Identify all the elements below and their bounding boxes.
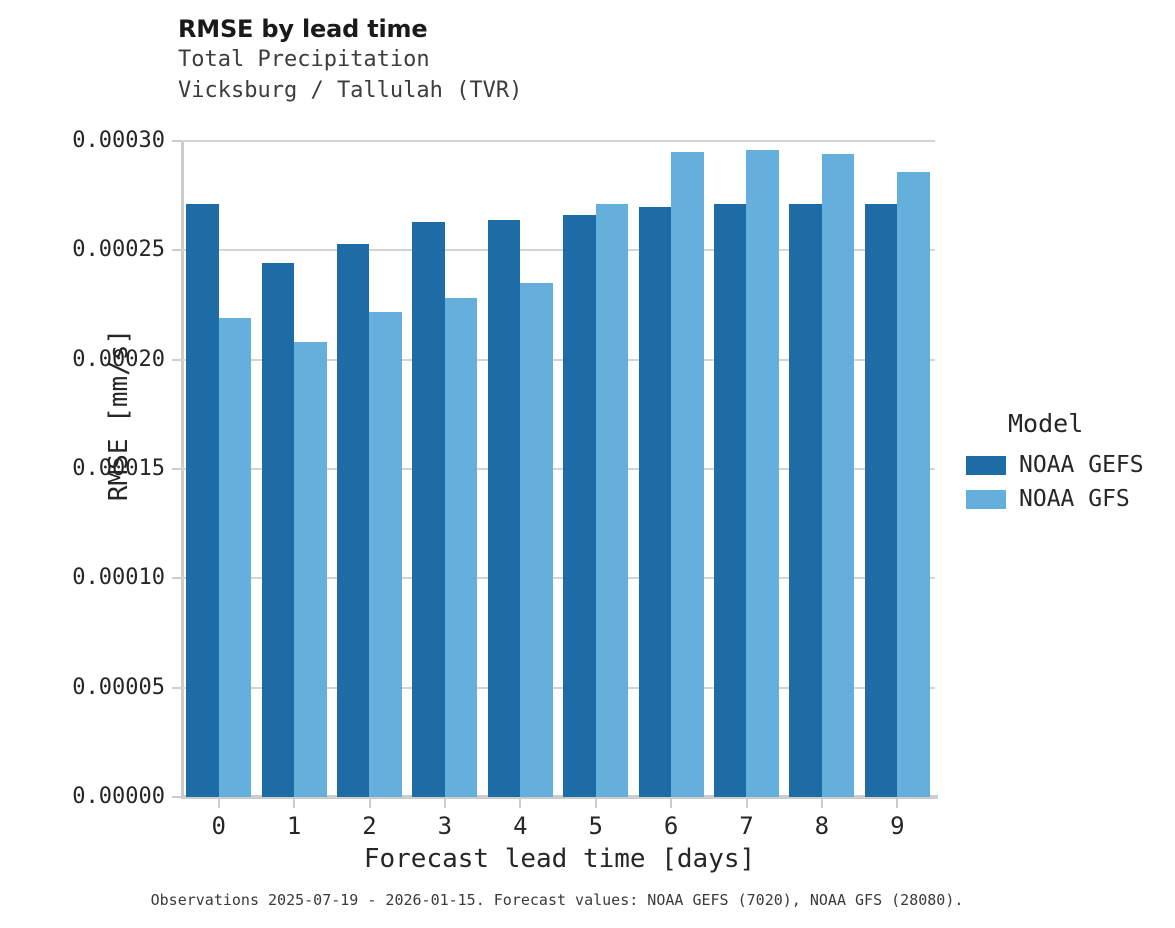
gridline	[181, 468, 935, 470]
y-tick-label: 0.00015	[72, 456, 165, 481]
x-tick-mark	[443, 799, 446, 808]
bar[interactable]	[412, 221, 445, 797]
bar[interactable]	[444, 298, 478, 797]
bar-group	[332, 141, 407, 797]
bar-group	[256, 141, 331, 797]
bar[interactable]	[487, 219, 521, 797]
gridline	[181, 140, 935, 142]
title-block: RMSE by lead time Total Precipitation Vi…	[178, 14, 938, 106]
bar[interactable]	[897, 171, 930, 797]
legend-title: Model	[1008, 409, 1084, 438]
bar-group	[633, 141, 708, 797]
y-tick-mark	[172, 249, 181, 252]
bar[interactable]	[369, 311, 402, 797]
x-tick-label: 7	[739, 812, 754, 840]
x-tick-mark	[896, 799, 899, 808]
x-tick-mark	[519, 799, 522, 808]
legend-swatch-icon	[966, 455, 1006, 475]
bar-group	[558, 141, 633, 797]
y-axis-title: RMSE [mm/s]	[104, 328, 134, 502]
x-tick-label: 1	[286, 812, 302, 840]
y-tick-mark	[172, 686, 181, 689]
bar[interactable]	[638, 206, 672, 797]
y-tick-mark	[172, 577, 181, 580]
x-tick-mark	[217, 799, 220, 808]
y-tick-label: 0.00025	[72, 237, 165, 263]
x-axis-line	[181, 795, 938, 799]
x-tick-label: 8	[814, 812, 830, 840]
gridline	[181, 686, 935, 689]
x-tick-label: 3	[437, 812, 453, 840]
bar[interactable]	[218, 318, 252, 797]
legend-item-label: NOAA GFS	[1019, 486, 1130, 512]
bar[interactable]	[261, 263, 295, 797]
plot-area: 0.00000 0.00005 0.00010 0.00015 0.00020 0.000…	[72, 130, 935, 808]
x-axis-title: Forecast lead time [days]	[363, 844, 756, 874]
x-tick-label: 5	[588, 812, 603, 840]
bars-layer	[181, 141, 935, 797]
chart-subtitle-variable: Total Precipitation	[178, 47, 430, 72]
x-tick-mark	[670, 799, 673, 808]
bar[interactable]	[821, 154, 855, 797]
y-tick-mark	[172, 358, 181, 361]
footnote: Observations 2025-07-19 - 2026-01-15. Fo…	[150, 891, 964, 909]
bar[interactable]	[713, 204, 747, 797]
y-tick-label: 0.00005	[72, 674, 165, 700]
y-axis-line	[181, 141, 184, 799]
y-tick-mark	[172, 796, 181, 798]
gridline	[181, 358, 935, 361]
bar-group	[407, 141, 482, 797]
legend: Model NOAA GEFS NOAA GFS	[966, 409, 1171, 516]
chart-subtitle-location: Vicksburg / Tallulah (TVR)	[178, 78, 523, 103]
bar[interactable]	[294, 342, 327, 797]
x-tick-label: 2	[362, 812, 377, 840]
bar[interactable]	[864, 204, 898, 797]
bar-group	[483, 141, 558, 797]
y-tick-mark	[172, 468, 181, 470]
y-tick-mark	[172, 140, 181, 142]
bar-group	[860, 141, 935, 797]
y-tick-label: 0.00020	[72, 346, 165, 372]
x-tick-label: 4	[513, 812, 528, 840]
legend-swatch-icon	[966, 489, 1006, 509]
page-title: RMSE by lead time	[178, 15, 428, 43]
x-tick-mark	[594, 799, 597, 808]
x-tick-mark	[745, 799, 748, 808]
x-tick-label: 9	[890, 812, 905, 840]
bar[interactable]	[336, 243, 370, 797]
x-tick-label: 6	[663, 812, 679, 840]
bar[interactable]	[746, 149, 779, 797]
bar[interactable]	[520, 283, 553, 797]
gridline	[181, 577, 935, 580]
legend-item[interactable]: NOAA GFS	[966, 482, 1171, 516]
legend-entries: NOAA GEFS NOAA GFS	[966, 448, 1171, 516]
legend-item-label: NOAA GEFS	[1019, 452, 1144, 478]
bar-group	[709, 141, 784, 797]
y-tick-label: 0.00000	[72, 784, 165, 809]
y-tick-label: 0.00030	[72, 128, 165, 153]
x-tick-mark	[820, 799, 823, 808]
y-tick-label: 0.00010	[72, 565, 165, 591]
bar[interactable]	[563, 215, 596, 797]
x-tick-label: 0	[211, 812, 226, 840]
bar[interactable]	[186, 204, 219, 797]
legend-item[interactable]: NOAA GEFS	[966, 448, 1171, 482]
bar[interactable]	[595, 204, 629, 797]
bar[interactable]	[789, 204, 822, 797]
x-tick-mark	[293, 799, 296, 808]
gridline	[181, 249, 935, 252]
bar-group	[181, 141, 256, 797]
bar[interactable]	[671, 151, 704, 797]
x-tick-mark	[368, 799, 371, 808]
bar-group	[784, 141, 859, 797]
